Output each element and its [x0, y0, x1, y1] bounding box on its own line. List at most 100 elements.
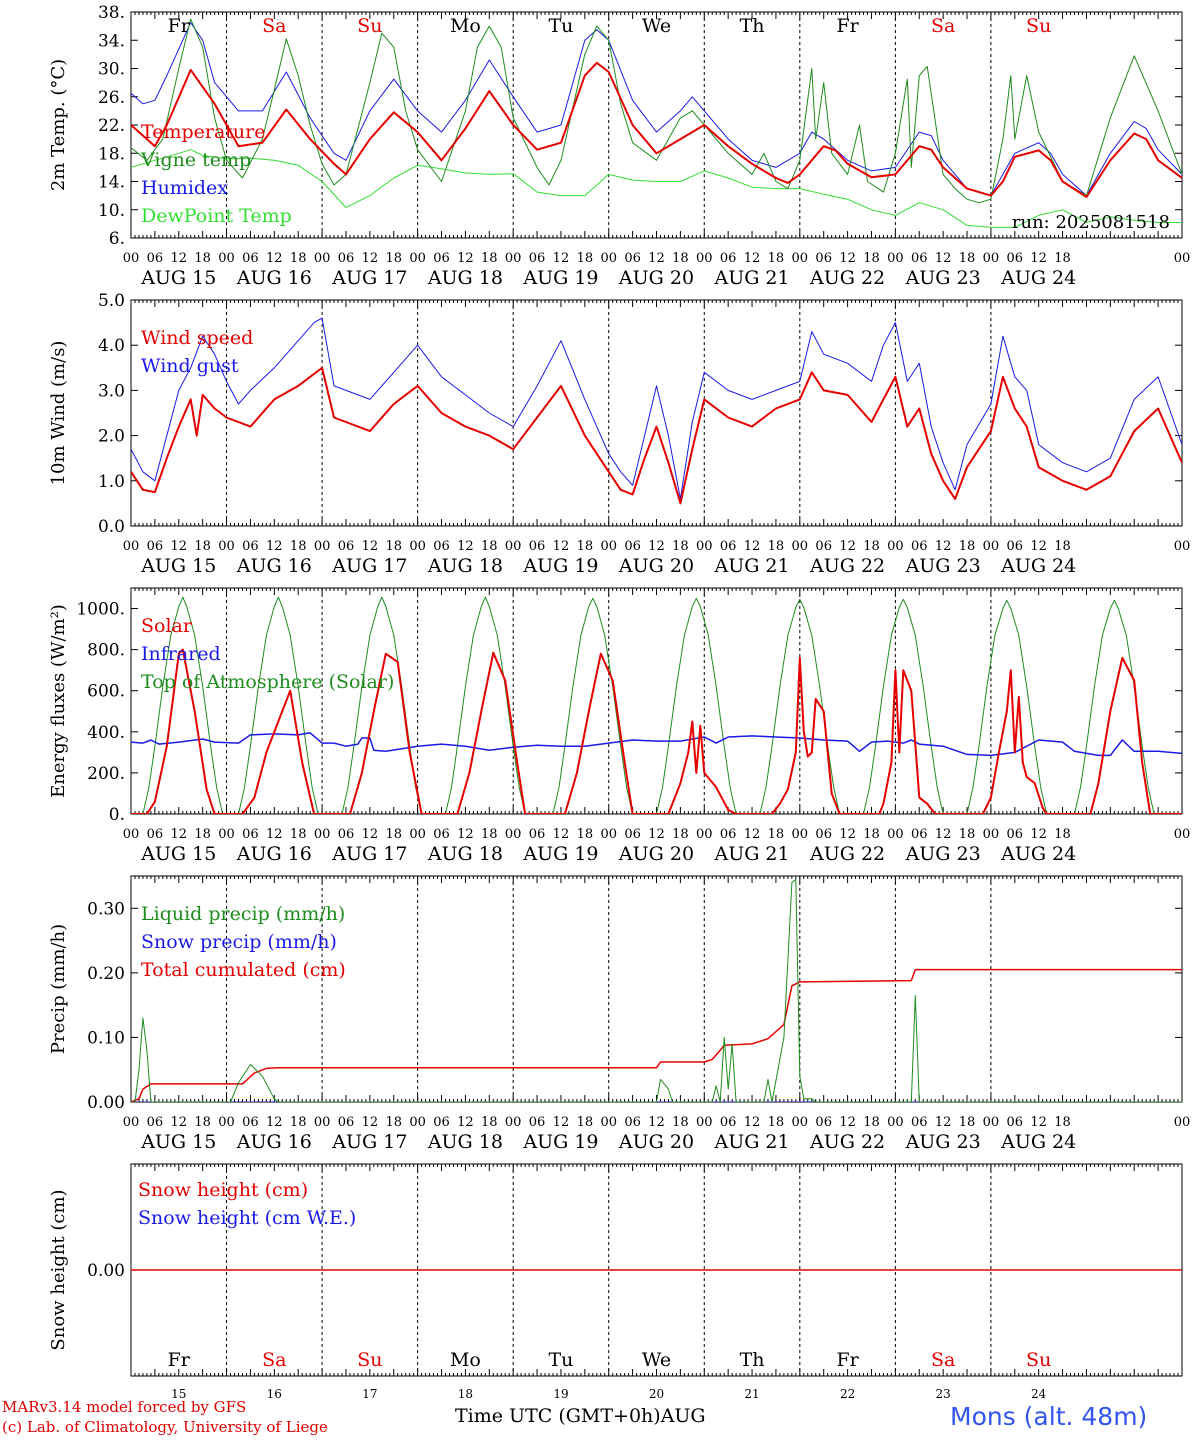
date-label: AUG 20 — [618, 267, 694, 289]
hour-tick-label: 06 — [911, 539, 928, 554]
hour-tick-label: 18 — [290, 539, 307, 554]
series-line-vigne-temp — [131, 18, 1182, 204]
hour-tick-label: 00 — [123, 251, 140, 266]
hour-tick-label: 12 — [1030, 827, 1047, 842]
hour-tick-label: 12 — [1030, 539, 1047, 554]
hour-tick-label: 18 — [194, 539, 211, 554]
hour-tick-label: 06 — [338, 539, 355, 554]
series-line-wind-speed — [131, 366, 1182, 505]
y-axis-label: 2m Temp. (°C) — [48, 59, 69, 191]
hour-tick-label: 12 — [457, 539, 474, 554]
hour-tick-label: 12 — [362, 251, 379, 266]
hour-tick-label: 12 — [362, 827, 379, 842]
date-label: AUG 20 — [618, 843, 694, 865]
hour-tick-label: 18 — [768, 827, 785, 842]
y-axis-label: Precip (mm/h) — [48, 924, 69, 1054]
run-label: run: 2025081518 — [1012, 212, 1170, 233]
y-tick-label: 600. — [87, 682, 125, 702]
hour-tick-label: 12 — [648, 827, 665, 842]
hour-tick-label: 06 — [1007, 1115, 1024, 1130]
day-name-label: Sa — [931, 15, 955, 37]
date-label: AUG 16 — [236, 1131, 312, 1153]
time-axis-title: Time UTC (GMT+0h)AUG — [455, 1405, 706, 1427]
y-tick-label: 5.0 — [98, 291, 125, 311]
day-name-label: We — [642, 15, 671, 37]
y-tick-label: 34. — [98, 31, 125, 51]
y-tick-label: 0. — [109, 805, 125, 825]
hour-tick-label: 18 — [481, 827, 498, 842]
y-tick-label: 26. — [98, 88, 125, 108]
y-tick-label: 400. — [87, 723, 125, 743]
hour-tick-label: 00 — [314, 827, 331, 842]
hour-tick-label: 06 — [1007, 251, 1024, 266]
date-label: AUG 23 — [905, 555, 981, 577]
hour-tick-label: 06 — [338, 1115, 355, 1130]
hour-tick-label: 00 — [696, 827, 713, 842]
panel-energy: 0. 200. 400. 600. 800. 1000. Energy fluxes (W/… — [48, 587, 1190, 865]
date-number-label: 17 — [362, 1387, 377, 1401]
series-line-total-cumulated-cm — [131, 968, 1182, 1102]
hour-tick-label: 06 — [720, 1115, 737, 1130]
hour-tick-label: 18 — [481, 539, 498, 554]
hour-tick-label: 18 — [290, 1115, 307, 1130]
hour-tick-label: 12 — [553, 539, 570, 554]
day-name-label: Tu — [548, 15, 573, 37]
date-label: AUG 19 — [522, 267, 598, 289]
hour-tick-label: 06 — [529, 1115, 546, 1130]
hour-tick-label: 00 — [123, 827, 140, 842]
hour-tick-label: 18 — [672, 827, 689, 842]
y-tick-label: 30. — [98, 60, 125, 80]
hour-tick-label: 06 — [529, 827, 546, 842]
hour-tick-label: 12 — [553, 251, 570, 266]
series-line-top-of-atmosphere-solar — [131, 596, 1182, 814]
y-tick-label: 2.0 — [98, 427, 125, 447]
hour-tick-label: 12 — [553, 1115, 570, 1130]
hour-tick-label: 00 — [600, 251, 617, 266]
day-name-label: Sa — [262, 1349, 286, 1371]
series-line-temperature — [131, 61, 1182, 198]
hour-tick-label: 12 — [839, 539, 856, 554]
hour-tick-label: 12 — [170, 827, 187, 842]
hour-tick-label: 12 — [266, 539, 283, 554]
hour-tick-label: 06 — [911, 827, 928, 842]
hour-tick-label: 18 — [290, 827, 307, 842]
day-name-label: Fr — [168, 15, 191, 37]
hour-tick-label: 12 — [457, 1115, 474, 1130]
day-name-label: Sa — [931, 1349, 955, 1371]
hour-tick-label: 00 — [792, 251, 809, 266]
date-label: AUG 20 — [618, 1131, 694, 1153]
date-label: AUG 21 — [713, 267, 789, 289]
day-name-label: Su — [1026, 15, 1051, 37]
legend-entry: Snow precip (mm/h) — [141, 931, 337, 953]
hour-tick-label: 12 — [362, 539, 379, 554]
y-tick-label: 0.10 — [87, 1028, 125, 1048]
date-number-label: 24 — [1031, 1387, 1047, 1401]
date-label: AUG 17 — [331, 267, 407, 289]
y-axis-label: Energy fluxes (W/m²) — [48, 604, 69, 798]
legend-entry: Top of Atmosphere (Solar) — [141, 671, 394, 693]
date-label: AUG 23 — [905, 843, 981, 865]
hour-tick-label: 00 — [696, 539, 713, 554]
date-label: AUG 20 — [618, 555, 694, 577]
date-label: AUG 17 — [331, 555, 407, 577]
panel-precip: 0.00 0.10 0.20 0.30 Precip (mm/h) Liquid prec… — [48, 875, 1190, 1153]
hour-tick-label: 18 — [959, 1115, 976, 1130]
station-label: Mons (alt. 48m) — [950, 1402, 1148, 1431]
hour-tick-label: 00 — [696, 251, 713, 266]
hour-tick-label: 00 — [218, 251, 235, 266]
hour-tick-label: 06 — [433, 1115, 450, 1130]
hour-tick-label: 06 — [529, 251, 546, 266]
date-label: AUG 21 — [713, 1131, 789, 1153]
hour-tick-label: 00 — [409, 1115, 426, 1130]
day-name-label: Tu — [548, 1349, 573, 1371]
y-tick-label: 1.0 — [98, 472, 125, 492]
hour-tick-label: 18 — [672, 1115, 689, 1130]
hour-tick-label: 00 — [792, 1115, 809, 1130]
hour-tick-label: 18 — [194, 1115, 211, 1130]
date-number-label: 21 — [744, 1387, 759, 1401]
day-name-label: Fr — [836, 15, 859, 37]
hour-tick-label: 12 — [457, 251, 474, 266]
date-label: AUG 18 — [427, 843, 503, 865]
date-label: AUG 17 — [331, 843, 407, 865]
hour-tick-label: 18 — [863, 539, 880, 554]
